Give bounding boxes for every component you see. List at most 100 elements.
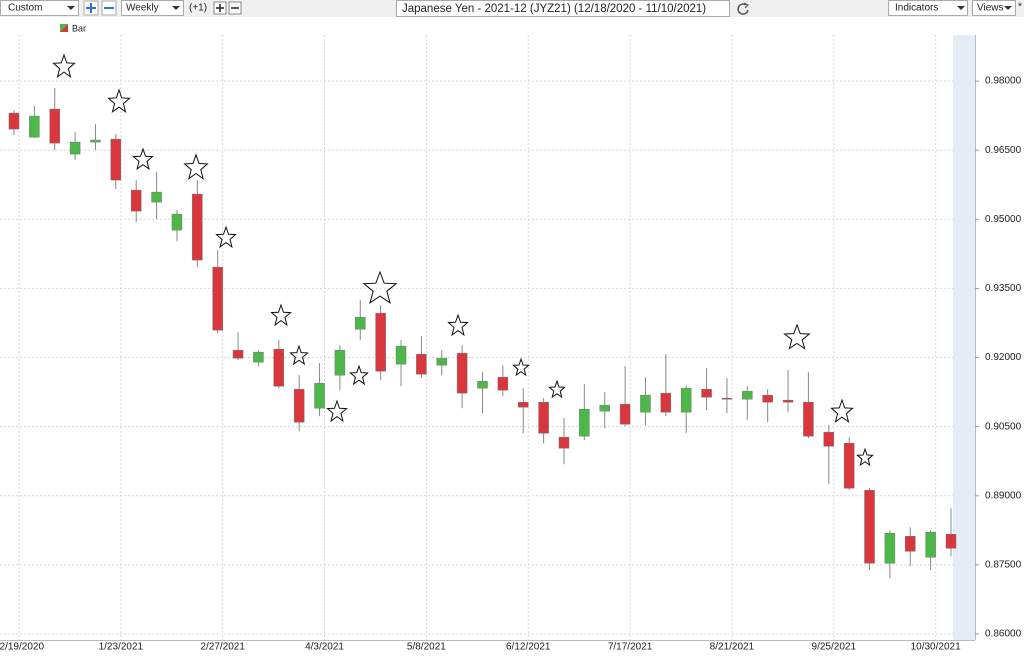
- candle-body: [49, 108, 60, 144]
- legend-icon: [60, 24, 68, 32]
- x-tick-label: 2/27/2021: [200, 642, 245, 653]
- star-annotation: [132, 147, 154, 171]
- candle-body: [864, 489, 875, 564]
- candle-body: [171, 213, 183, 231]
- views-dropdown[interactable]: [972, 0, 1016, 16]
- candle-body: [599, 404, 610, 412]
- candle-body: [375, 312, 386, 372]
- x-tick-label: 4/3/2021: [305, 642, 344, 653]
- y-tick-label: 0.92000: [985, 352, 1022, 363]
- star-annotation: [548, 379, 566, 399]
- right-margin-band: [953, 35, 975, 640]
- x-tick-label: 7/17/2021: [608, 642, 653, 653]
- dropdown-arrow: [957, 6, 965, 10]
- candle-body: [782, 399, 794, 403]
- candle-body: [945, 534, 957, 549]
- x-tick-label: 9/25/2021: [812, 642, 857, 653]
- views-marker: *: [1018, 2, 1022, 13]
- candle-body: [701, 388, 712, 398]
- candle-body: [558, 436, 570, 449]
- candle-body: [151, 191, 162, 203]
- y-tick-label: 0.93500: [985, 283, 1022, 294]
- y-tick-label: 0.87500: [985, 560, 1022, 571]
- candle-body: [334, 349, 346, 376]
- star-annotation: [270, 303, 292, 327]
- candle-body: [90, 139, 101, 143]
- offset-label: (+1): [189, 3, 207, 14]
- x-tick-label: 5/8/2021: [407, 642, 446, 653]
- style-label: Custom: [8, 3, 42, 14]
- star-annotation: [326, 399, 348, 423]
- candle-body: [538, 401, 549, 434]
- candle-body: [456, 352, 468, 394]
- period-dropdown[interactable]: [121, 0, 184, 16]
- candle-body: [436, 357, 448, 366]
- candle-body: [395, 345, 407, 365]
- candle-body: [660, 392, 672, 413]
- candle-body: [8, 112, 20, 130]
- star-annotation: [362, 270, 398, 304]
- y-tick-label: 0.95000: [985, 214, 1022, 225]
- x-tick-label: 8/21/2021: [710, 642, 755, 653]
- star-annotation: [512, 357, 530, 377]
- y-tick-label: 0.89000: [985, 490, 1022, 501]
- candle-body: [884, 532, 896, 564]
- candle-body: [517, 401, 529, 408]
- candle-body: [110, 138, 122, 181]
- legend-label: Bar: [72, 23, 86, 33]
- star-annotation: [447, 313, 469, 337]
- style-dropdown[interactable]: [0, 0, 79, 16]
- indicators-label: Indicators: [895, 3, 938, 14]
- candle-body: [640, 394, 651, 413]
- star-annotation: [183, 153, 209, 180]
- x-tick-label: 1/23/2021: [99, 642, 144, 653]
- candle-body: [579, 408, 590, 437]
- indicators-dropdown[interactable]: [888, 0, 968, 16]
- refresh-icon[interactable]: [737, 3, 749, 15]
- candle-body: [497, 376, 509, 391]
- candle-body: [925, 531, 936, 558]
- candle-body: [905, 535, 916, 552]
- candle-body: [742, 390, 753, 400]
- candle-body: [843, 442, 855, 489]
- candle-body: [192, 193, 203, 261]
- candle-body: [619, 403, 631, 425]
- candle-body: [69, 141, 81, 155]
- star-annotation: [107, 88, 131, 114]
- candle-body: [212, 266, 223, 331]
- chart-title: Japanese Yen - 2021-12 (JYZ21) (12/18/20…: [402, 3, 706, 15]
- star-annotation: [856, 447, 874, 467]
- candle-body: [253, 351, 264, 363]
- star-annotation: [830, 398, 854, 424]
- x-tick-label: 12/19/2020: [0, 642, 44, 653]
- period-label: Weekly: [126, 3, 159, 14]
- candle-body: [273, 348, 285, 387]
- candle-body: [416, 353, 427, 375]
- plus-icon: [216, 4, 224, 12]
- candle-body: [762, 394, 773, 403]
- candle-body: [355, 316, 366, 330]
- candle-body: [721, 397, 733, 400]
- candle-body: [823, 431, 835, 447]
- star-annotation: [289, 344, 309, 366]
- candle-body: [314, 382, 325, 409]
- candle-body: [293, 388, 305, 423]
- y-tick-label: 0.90500: [985, 421, 1022, 432]
- dropdown-arrow: [67, 6, 75, 10]
- candle-body: [130, 189, 142, 212]
- y-tick-label: 0.98000: [985, 76, 1022, 87]
- x-tick-label: 6/12/2021: [506, 642, 551, 653]
- candle-body: [232, 349, 244, 359]
- dropdown-arrow: [172, 6, 180, 10]
- star-annotation: [783, 323, 811, 350]
- candle-body: [680, 387, 692, 413]
- dropdown-arrow: [1004, 6, 1012, 10]
- plus-icon: [86, 3, 96, 13]
- star-annotation: [349, 364, 369, 386]
- candle-body: [29, 115, 40, 138]
- candle-body: [803, 401, 814, 437]
- y-tick-label: 0.96500: [985, 145, 1022, 156]
- candle-body: [477, 380, 488, 389]
- symbol-box[interactable]: [396, 0, 730, 17]
